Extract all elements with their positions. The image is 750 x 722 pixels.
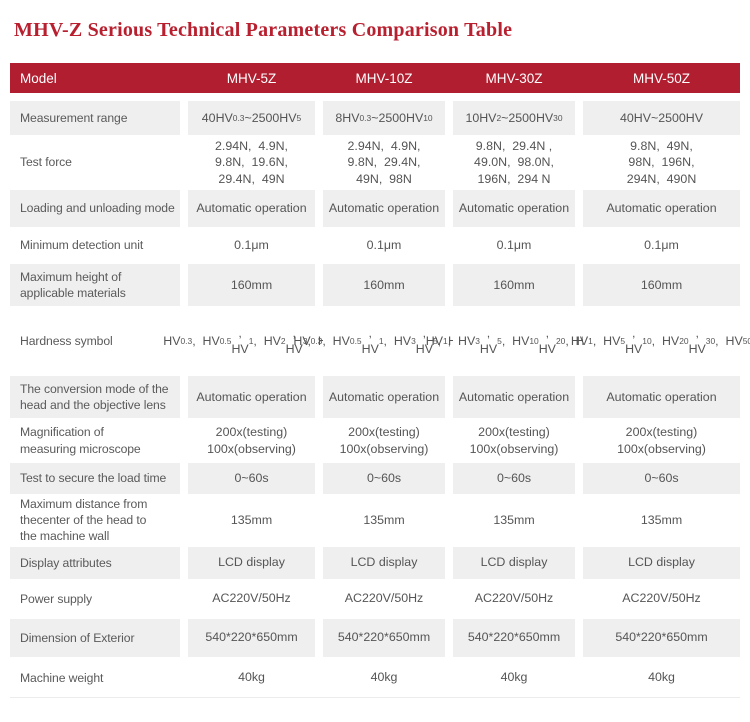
cell-value: 540*220*650mm: [323, 618, 445, 657]
cell-value: Automatic operation: [583, 190, 740, 227]
table-header-row: Model MHV-5Z MHV-10Z MHV-30Z MHV-50Z: [10, 63, 740, 93]
table-row: Display attributes LCD display LCD display…: [10, 546, 740, 579]
table-row: Maximum height of applicable materials 160…: [10, 264, 740, 306]
cell-value: 200x(testing) 100x(observing): [323, 420, 445, 461]
cell-value: Automatic operation: [188, 190, 315, 227]
parameters-table: Model MHV-5Z MHV-10Z MHV-30Z MHV-50Z Measure…: [10, 63, 750, 698]
cell-value: 9.8N, 49N, 98N, 196N, 294N, 490N: [583, 137, 740, 188]
cell-value: 135mm: [583, 496, 740, 545]
cell-value: 160mm: [188, 264, 315, 306]
row-label: Loading and unloading mode: [10, 190, 180, 227]
cell-value: 0.1μm: [453, 229, 575, 262]
cell-value: LCD display: [323, 546, 445, 579]
row-label: Minimum detection unit: [10, 229, 180, 262]
cell-value: Automatic operation: [323, 376, 445, 418]
table-body: Measurement range 40HV 0.3 ~2500HV 5 8HV 0.3 ~2…: [10, 101, 750, 698]
row-label: Test to secure the load time: [10, 463, 180, 494]
header-model-mhv-50z: MHV-50Z: [632, 70, 690, 86]
cell-value: 540*220*650mm: [188, 618, 315, 657]
row-label: Test force: [10, 137, 180, 188]
table-row: Test force 2.94N, 4.9N, 9.8N, 19.6N, 29.4N,…: [10, 137, 740, 188]
cell-value: Automatic operation: [188, 376, 315, 418]
cell-value: 135mm: [323, 496, 445, 545]
row-label: Measurement range: [10, 101, 180, 135]
cell-value: 0~60s: [583, 463, 740, 494]
cell-value: 200x(testing) 100x(observing): [583, 420, 740, 461]
cell-value: LCD display: [583, 546, 740, 579]
cell-value: 2.94N, 4.9N, 9.8N, 19.6N, 29.4N, 49N: [188, 137, 315, 188]
cell-value: 0~60s: [188, 463, 315, 494]
header-model-label: Model: [20, 70, 57, 86]
table-row: The conversion mode of the head and the o…: [10, 376, 740, 418]
cell-value: LCD display: [453, 546, 575, 579]
cell-value: Automatic operation: [453, 376, 575, 418]
table-row: Loading and unloading mode Automatic oper…: [10, 190, 740, 227]
page-title: MHV-Z Serious Technical Parameters Compa…: [14, 19, 513, 41]
cell-value: Automatic operation: [453, 190, 575, 227]
cell-value: 160mm: [453, 264, 575, 306]
cell-value: 135mm: [188, 496, 315, 545]
cell-value: 40kg: [188, 658, 315, 697]
row-label: Power supply: [10, 580, 180, 617]
row-label: Maximum distance from thecenter of the he…: [10, 496, 180, 545]
cell-value: AC220V/50Hz: [583, 580, 740, 617]
cell-value: 200x(testing) 100x(observing): [188, 420, 315, 461]
table-row: Test to secure the load time 0~60s 0~60s 0~…: [10, 463, 740, 494]
cell-value: 10HV 2 ~2500HV 30: [453, 101, 575, 135]
cell-value: AC220V/50Hz: [188, 580, 315, 617]
table-row: Maximum distance from thecenter of the he…: [10, 496, 740, 545]
cell-value: 40kg: [323, 658, 445, 697]
spec-page: MHV-Z Serious Technical Parameters Compa…: [0, 18, 750, 722]
cell-value: 40HV~2500HV: [583, 101, 740, 135]
cell-value: HV 1, HV 5, HV 10, HV 20, HV 30, HV 50: [571, 308, 750, 374]
cell-value: 0.1μm: [188, 229, 315, 262]
cell-value: LCD display: [188, 546, 315, 579]
cell-value: 8HV 0.3 ~2500HV 10: [323, 101, 445, 135]
cell-value: Automatic operation: [323, 190, 445, 227]
cell-value: 40kg: [583, 658, 740, 697]
cell-value: 540*220*650mm: [583, 618, 740, 657]
cell-value: 160mm: [583, 264, 740, 306]
row-label: Maximum height of applicable materials: [10, 264, 180, 306]
table-row: Dimension of Exterior 540*220*650mm 540*22…: [10, 618, 740, 657]
cell-value: 40kg: [453, 658, 575, 697]
table-row: Machine weight 40kg 40kg 40kg 40kg: [10, 658, 740, 697]
cell-value: 0.1μm: [323, 229, 445, 262]
cell-value: AC220V/50Hz: [323, 580, 445, 617]
header-model-mhv-10z: MHV-10Z: [355, 70, 413, 86]
row-label: The conversion mode of the head and the o…: [10, 376, 180, 418]
cell-value: 40HV 0.3 ~2500HV 5: [188, 101, 315, 135]
header-model-mhv-30z: MHV-30Z: [485, 70, 543, 86]
row-label: Magnification of measuring microscope: [10, 420, 180, 461]
row-label: Display attributes: [10, 546, 180, 579]
table-row: Magnification of measuring microscope 200x…: [10, 420, 740, 461]
row-label: Hardness symbol: [10, 308, 180, 374]
cell-value: 2.94N, 4.9N, 9.8N, 29.4N, 49N, 98N: [323, 137, 445, 188]
table-row: Power supply AC220V/50Hz AC220V/50Hz AC220V…: [10, 580, 740, 617]
cell-value: 200x(testing) 100x(observing): [453, 420, 575, 461]
table-row: Minimum detection unit 0.1μm 0.1μm 0.1μm 0.1…: [10, 229, 740, 262]
row-label: Machine weight: [10, 658, 180, 697]
cell-value: 9.8N, 29.4N , 49.0N, 98.0N, 196N, 294 N: [453, 137, 575, 188]
header-model-mhv-5z: MHV-5Z: [226, 70, 277, 86]
cell-value: 540*220*650mm: [453, 618, 575, 657]
cell-value: 0.1μm: [583, 229, 740, 262]
table-row: Measurement range 40HV 0.3 ~2500HV 5 8HV 0.3 ~2…: [10, 101, 740, 135]
cell-value: AC220V/50Hz: [453, 580, 575, 617]
cell-value: 160mm: [323, 264, 445, 306]
cell-value: 135mm: [453, 496, 575, 545]
table-row: Hardness symbolHV0.3, HV0.5,HV1, HV2,HV3…: [10, 308, 750, 374]
cell-value: 0~60s: [323, 463, 445, 494]
cell-value: 0~60s: [453, 463, 575, 494]
row-label: Dimension of Exterior: [10, 618, 180, 657]
cell-value: Automatic operation: [583, 376, 740, 418]
